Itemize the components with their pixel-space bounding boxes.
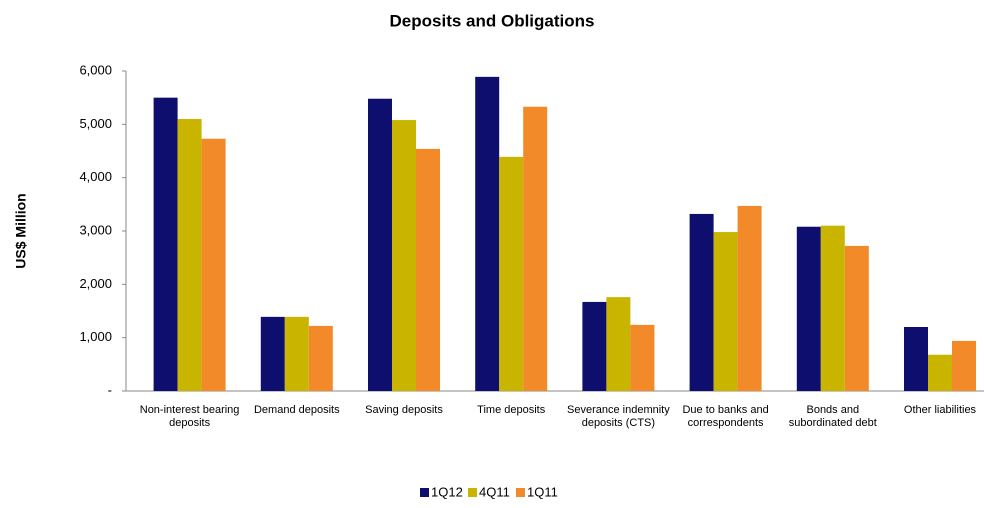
bar	[201, 138, 226, 391]
bar	[904, 327, 928, 391]
bar	[368, 98, 392, 391]
bar	[475, 76, 500, 391]
legend-swatch	[420, 488, 429, 497]
x-tick-label: Other liabilities	[903, 404, 977, 416]
y-tick-label: 3,000	[79, 222, 112, 237]
legend-swatch	[468, 488, 477, 497]
x-tick-label: Saving deposits	[365, 404, 443, 416]
bar	[952, 340, 976, 391]
bar	[308, 325, 333, 391]
bar	[928, 354, 952, 391]
y-tick-label: 5,000	[79, 116, 112, 131]
legend-swatch	[516, 488, 525, 497]
bar	[284, 316, 309, 391]
y-tick-label: 6,000	[79, 62, 112, 77]
bar	[606, 297, 631, 391]
bar	[689, 213, 714, 391]
bar	[630, 324, 655, 391]
bar	[499, 156, 524, 391]
x-tick-label: Due to banks and correspondents	[682, 404, 769, 429]
bar	[153, 97, 178, 392]
x-tick-label: Severance indemnity deposits (CTS)	[567, 404, 670, 429]
bar	[844, 245, 869, 391]
chart-title: Deposits and Obligations	[390, 11, 595, 30]
y-tick-label: -	[108, 382, 112, 397]
bar	[523, 106, 548, 391]
y-axis-label: US$ Million	[13, 193, 29, 268]
bar	[177, 119, 202, 391]
y-tick-label: 4,000	[79, 169, 112, 184]
bar	[713, 232, 738, 391]
bar	[582, 301, 607, 391]
x-tick-label: Demand deposits	[253, 404, 340, 416]
y-tick-label: 2,000	[79, 276, 112, 291]
bar	[392, 120, 416, 392]
x-tick-label: Non-interest bearing deposits	[139, 404, 240, 429]
x-tick-label: Time deposits	[477, 404, 546, 416]
legend-label: 4Q11	[479, 484, 510, 499]
bar	[796, 226, 821, 391]
legend-label: 1Q11	[527, 484, 558, 499]
y-tick-label: 1,000	[79, 329, 112, 344]
x-tick-label: Bonds and subordinated debt	[788, 404, 877, 429]
bar	[820, 225, 845, 391]
bar	[416, 148, 440, 391]
bar	[260, 316, 285, 391]
bar	[737, 205, 762, 391]
legend-label: 1Q12	[431, 484, 463, 499]
